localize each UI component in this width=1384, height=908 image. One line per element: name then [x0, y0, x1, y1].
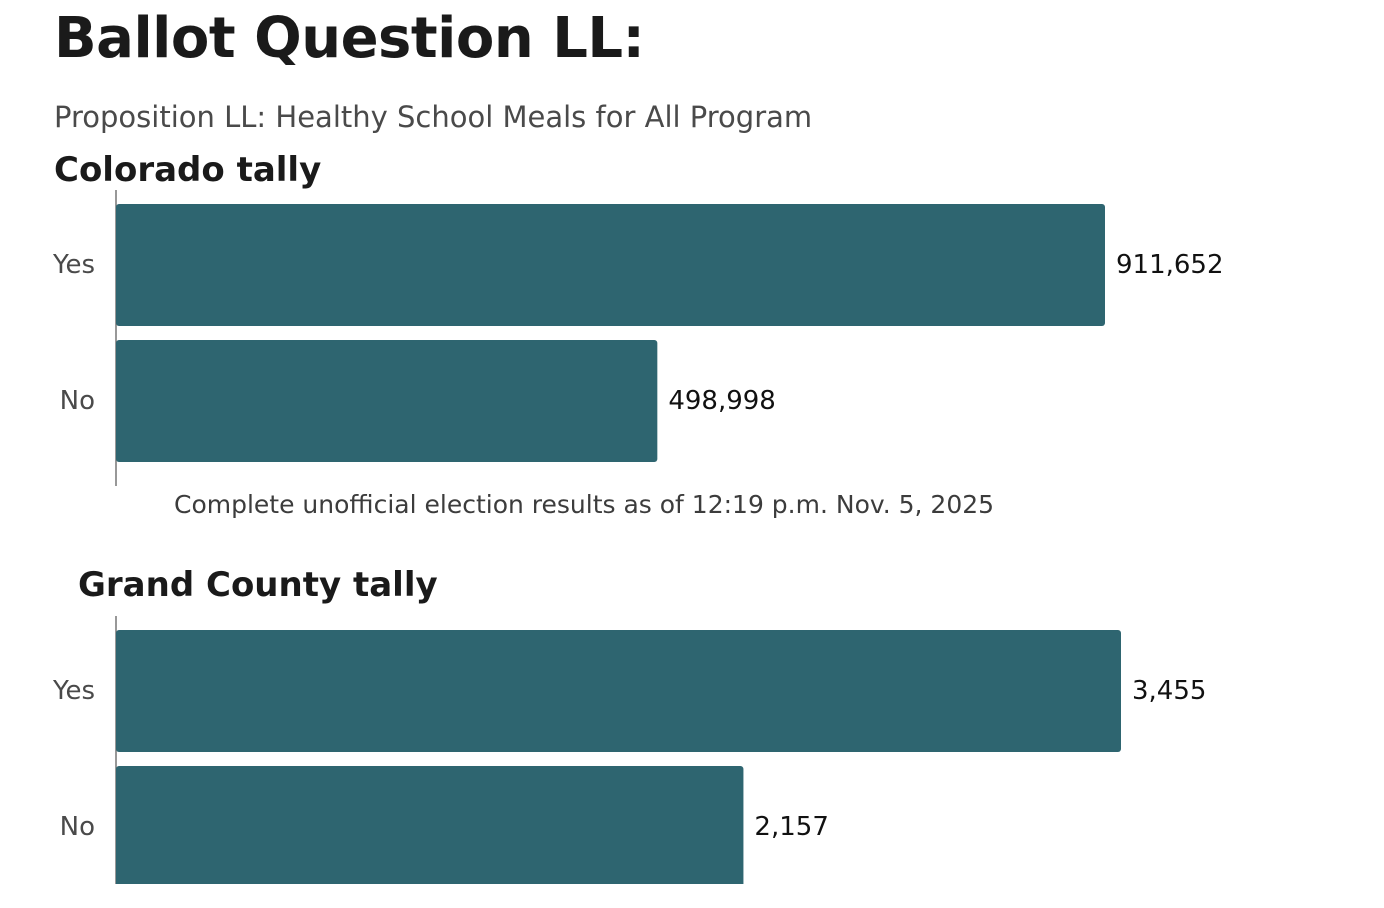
colorado-chart-title: Colorado tally [54, 150, 322, 190]
grand-county-category-label-yes: Yes [52, 676, 95, 706]
grand-county-bar-chart: Yes 3,455 No 2,157 [52, 616, 1206, 884]
colorado-category-label-no: No [60, 386, 95, 416]
page-title: Ballot Question LL: [54, 6, 645, 71]
colorado-value-label-yes: 911,652 [1116, 250, 1224, 280]
results-note: Complete unofficial election results as … [174, 490, 995, 519]
colorado-bar-chart: Yes 911,652 No 498,998 [52, 190, 1224, 486]
grand-county-bar-yes [116, 630, 1121, 752]
grand-county-value-label-no: 2,157 [754, 812, 828, 842]
grand-county-value-label-yes: 3,455 [1132, 676, 1206, 706]
grand-county-chart-title: Grand County tally [78, 565, 438, 605]
colorado-value-label-no: 498,998 [668, 386, 776, 416]
grand-county-bar-no [116, 766, 744, 884]
colorado-bar-no [116, 340, 658, 462]
page-subtitle: Proposition LL: Healthy School Meals for… [54, 100, 813, 134]
colorado-category-label-yes: Yes [52, 250, 95, 280]
grand-county-category-label-no: No [60, 812, 95, 842]
colorado-bar-yes [116, 204, 1105, 326]
